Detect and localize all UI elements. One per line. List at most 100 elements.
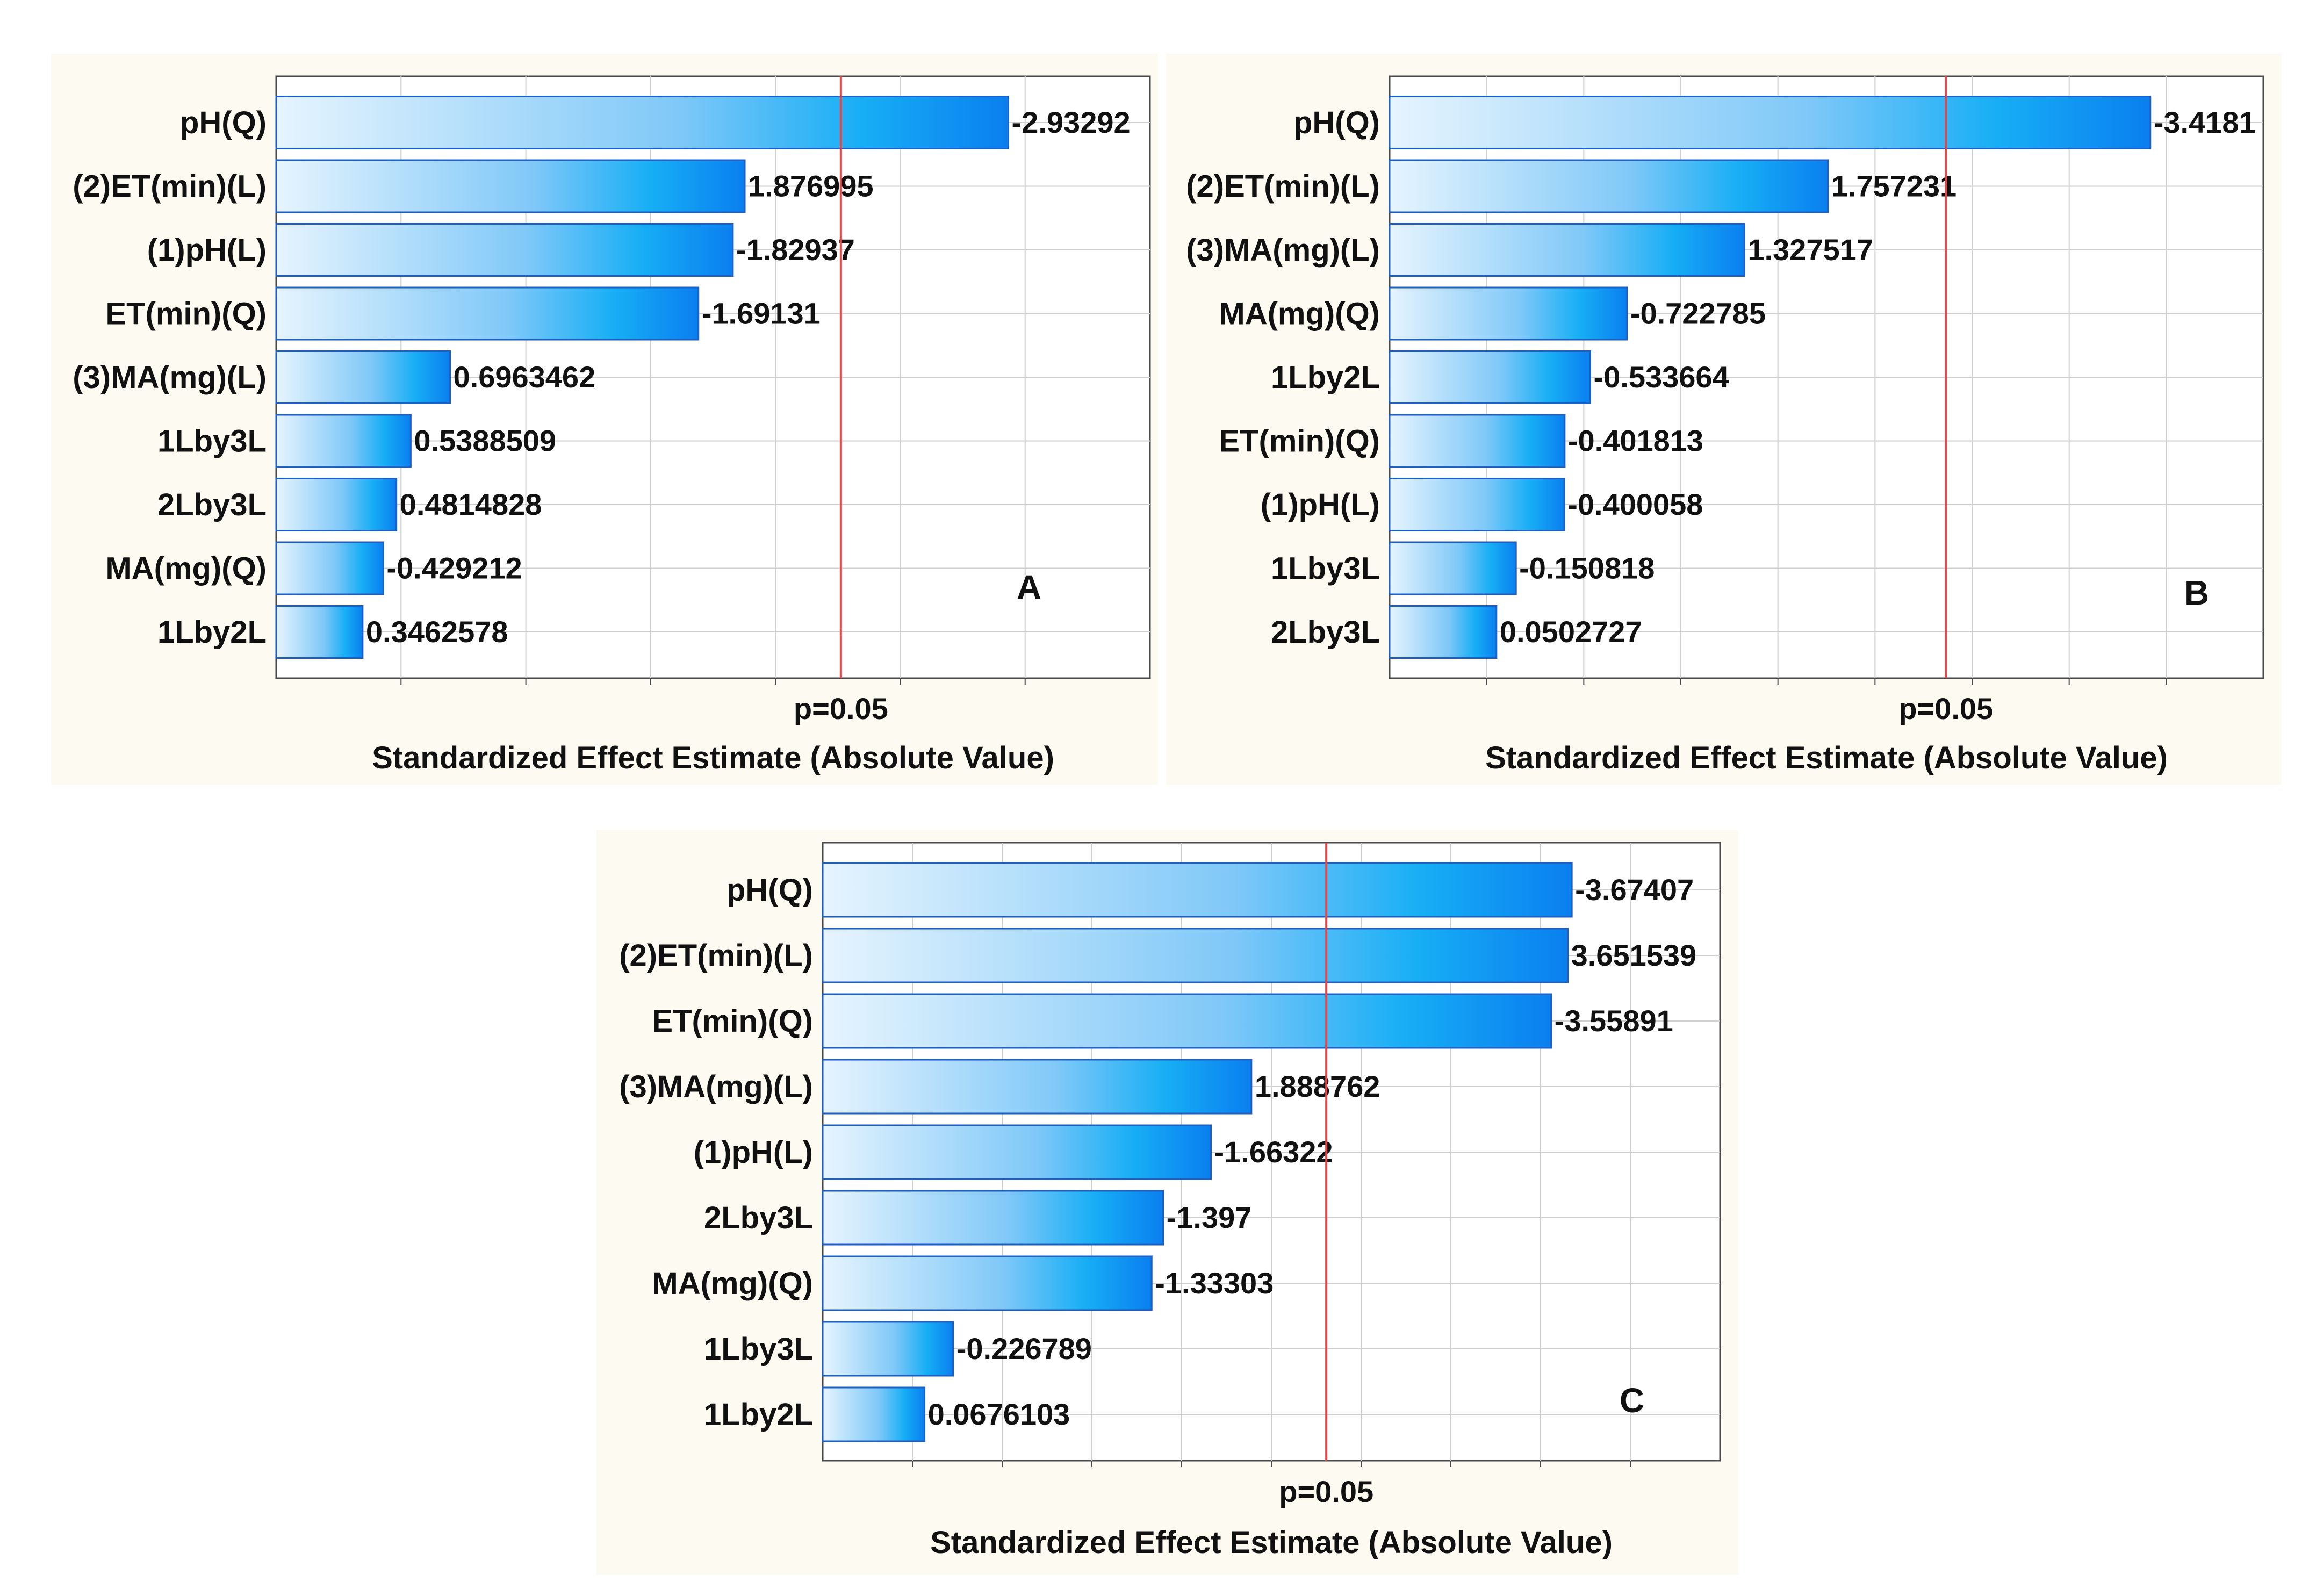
category-label-b-7: 1Lby3L [1271,551,1380,586]
bar-c-5 [822,1190,1164,1246]
bar-b-2 [1389,223,1745,277]
value-label-c-6: -1.33303 [1155,1266,1274,1300]
bar-a-3 [275,286,700,341]
panel-c-bars [822,862,1573,1442]
bar-b-6 [1389,478,1565,531]
category-label-b-3: MA(mg)(Q) [1219,297,1380,332]
value-label-c-4: -1.66322 [1214,1135,1333,1169]
panel-a-significance-label: p=0.05 [794,692,888,725]
value-label-c-8: 0.0676103 [928,1397,1070,1431]
bar-a-7 [275,541,384,595]
value-label-a-1: 1.876995 [748,169,874,203]
panel-b-bars [1389,96,2152,659]
bar-a-6 [275,478,398,531]
bar-a-2 [275,223,734,277]
bar-c-6 [822,1255,1153,1311]
category-label-b-6: (1)pH(L) [1261,487,1380,522]
category-label-b-4: 1Lby2L [1271,360,1380,395]
bar-b-0 [1389,96,2152,149]
value-label-b-7: -0.150818 [1519,551,1655,585]
panel-a-value-labels: -2.93292 1.876995 -1.82937 -1.69131 0.696346… [366,105,1131,649]
bar-a-5 [275,414,412,468]
category-label-b-2: (3)MA(mg)(L) [1186,233,1380,268]
panel-a-x-axis-title: Standardized Effect Estimate (Absolute V… [372,741,1054,775]
panel-c-letter: C [1620,1381,1644,1420]
category-label-a-5: 1Lby3L [157,424,267,459]
value-label-a-4: 0.6963462 [454,360,596,394]
panel-a-letter: A [1017,568,1041,607]
value-label-a-2: -1.82937 [736,233,855,267]
bar-a-4 [275,350,451,404]
category-label-c-3: (3)MA(mg)(L) [619,1069,813,1104]
value-label-c-1: 3.651539 [1571,938,1697,972]
category-label-a-1: (2)ET(min)(L) [73,169,267,204]
category-label-c-2: ET(min)(Q) [652,1004,813,1039]
value-label-c-5: -1.397 [1167,1200,1252,1234]
category-label-c-1: (2)ET(min)(L) [619,938,813,973]
bar-c-1 [822,928,1569,983]
bar-b-3 [1389,286,1628,341]
panel-c-significance-label: p=0.05 [1279,1475,1373,1508]
value-label-a-3: -1.69131 [702,297,821,330]
bar-b-7 [1389,541,1517,595]
chart-panel-c: pH(Q) (2)ET(min)(L) ET(min)(Q) (3)MA(mg)(L)… [596,830,1738,1575]
bar-c-2 [822,993,1552,1049]
value-label-b-6: -0.400058 [1567,487,1703,521]
category-label-a-4: (3)MA(mg)(L) [73,360,267,395]
value-label-b-4: -0.533664 [1593,360,1729,394]
category-label-b-5: ET(min)(Q) [1219,424,1380,459]
value-label-a-7: -0.429212 [386,551,522,585]
bar-c-3 [822,1059,1253,1115]
panel-c-category-labels: pH(Q) (2)ET(min)(L) ET(min)(Q) (3)MA(mg)(L)… [619,873,813,1432]
panel-c-value-labels: -3.67407 3.651539 -3.55891 1.888762 -1.66322… [928,873,1697,1431]
category-label-a-7: MA(mg)(Q) [105,551,267,586]
value-label-a-0: -2.93292 [1012,105,1131,139]
bar-c-0 [822,862,1573,918]
category-label-c-4: (1)pH(L) [694,1135,813,1170]
panel-c-x-axis-title: Standardized Effect Estimate (Absolute V… [930,1525,1613,1560]
panel-a-bars [275,96,1010,659]
panel-b-x-axis-title: Standardized Effect Estimate (Absolute V… [1485,741,2168,775]
panel-b-significance-label: p=0.05 [1898,692,1993,725]
category-label-a-3: ET(min)(Q) [105,297,267,332]
category-label-a-8: 1Lby2L [157,615,267,650]
value-label-b-0: -3.4181 [2154,105,2256,139]
category-label-b-1: (2)ET(min)(L) [1186,169,1380,204]
category-label-c-7: 1Lby3L [704,1332,813,1367]
bar-c-4 [822,1124,1212,1180]
chart-panel-b: pH(Q) (2)ET(min)(L) (3)MA(mg)(L) MA(mg)(Q) 1… [1166,54,2281,785]
bar-c-7 [822,1321,954,1377]
bar-b-5 [1389,414,1566,468]
category-label-a-6: 2Lby3L [157,487,267,522]
value-label-b-1: 1.757231 [1831,169,1957,203]
category-label-c-6: MA(mg)(Q) [652,1266,813,1301]
value-label-a-6: 0.4814828 [400,487,542,521]
category-label-c-0: pH(Q) [726,873,813,908]
panel-a-category-labels: pH(Q) (2)ET(min)(L) (1)pH(L) ET(min)(Q) (3)M… [73,105,267,650]
bar-a-1 [275,159,746,213]
panel-b-letter: B [2184,573,2209,612]
value-label-c-2: -3.55891 [1555,1004,1673,1038]
bar-a-0 [275,96,1010,149]
category-label-b-0: pH(Q) [1293,105,1380,140]
category-label-a-2: (1)pH(L) [147,233,267,268]
value-label-a-5: 0.5388509 [414,424,556,458]
category-label-c-5: 2Lby3L [704,1200,813,1235]
bar-a-8 [275,605,364,659]
chart-panel-a: pH(Q) (2)ET(min)(L) (1)pH(L) ET(min)(Q) (3)M… [51,54,1158,785]
panel-b-value-labels: -3.4181 1.757231 1.327517 -0.722785 -0.53366… [1500,105,2256,649]
value-label-c-0: -3.67407 [1575,873,1694,907]
bar-c-8 [822,1386,926,1442]
category-label-b-8: 2Lby3L [1271,615,1380,650]
bar-b-4 [1389,350,1591,404]
value-label-c-7: -0.226789 [956,1332,1092,1365]
bar-b-8 [1389,605,1498,659]
value-label-b-8: 0.0502727 [1500,615,1642,649]
category-label-c-8: 1Lby2L [704,1397,813,1432]
value-label-b-5: -0.401813 [1568,424,1703,458]
value-label-c-3: 1.888762 [1255,1069,1380,1103]
category-label-a-0: pH(Q) [180,105,267,140]
value-label-b-2: 1.327517 [1747,233,1873,267]
bar-b-1 [1389,159,1829,213]
